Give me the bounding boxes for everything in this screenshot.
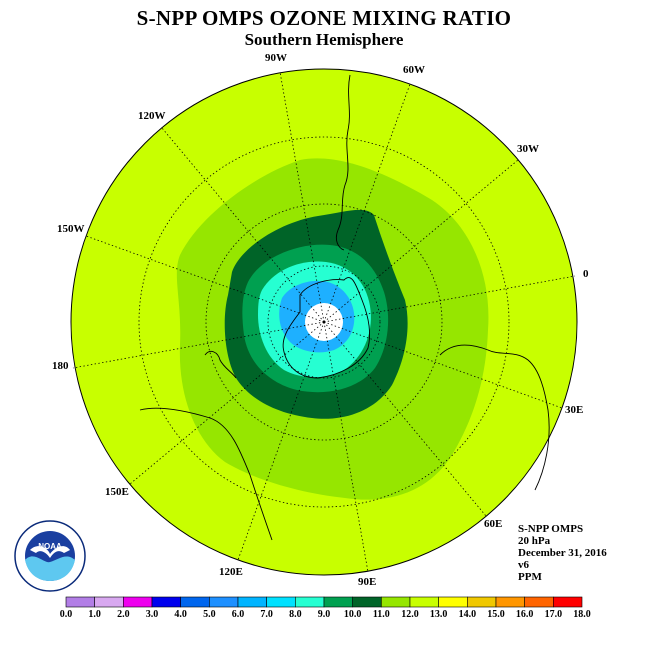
colorbar-segment <box>295 596 325 608</box>
lon-label-0: 0 <box>583 268 589 280</box>
colorbar-segment <box>123 596 153 608</box>
colorbar-segment <box>65 596 95 608</box>
colorbar-segment <box>209 596 239 608</box>
meridian-120w <box>161 127 325 323</box>
lon-label-180: 180 <box>52 360 69 372</box>
map-subtitle: Southern Hemisphere <box>244 30 404 49</box>
colorbar-segment <box>524 596 554 608</box>
colorbar-segment <box>180 596 210 608</box>
lon-label-60w: 60W <box>403 64 425 76</box>
graticule <box>72 71 576 573</box>
colorbar-segment <box>467 596 497 608</box>
lon-label-30e: 30E <box>565 404 584 416</box>
info-version: v6 <box>518 559 529 571</box>
latitude-circle-middle <box>205 203 443 441</box>
colorbar-segment <box>381 596 411 608</box>
noaa-logo: NOAA <box>14 520 86 592</box>
info-date: December 31, 2016 <box>518 547 607 559</box>
africa-coastline <box>439 344 550 491</box>
colorbar-tick-label: 18.0 <box>573 609 591 620</box>
newzealand-coastline <box>204 350 237 379</box>
colorbar-tick-label: 1.0 <box>88 609 101 620</box>
colorbar-tick-label: 4.0 <box>174 609 187 620</box>
colorbar-tick-label: 16.0 <box>515 609 534 620</box>
lon-label-30w: 30W <box>517 143 539 155</box>
meridian-30e <box>323 321 563 409</box>
info-instrument: S-NPP OMPS <box>518 523 584 535</box>
lon-label-120w: 120W <box>138 110 166 122</box>
colorbar-tick-label: 5.0 <box>203 609 216 620</box>
meridian-150w <box>85 235 325 323</box>
lon-label-60e: 60E <box>484 518 503 530</box>
info-pressure: 20 hPa <box>518 535 551 547</box>
colorbar-tick-label: 17.0 <box>544 609 563 620</box>
colorbar-segment <box>94 596 124 608</box>
lon-label-90e: 90E <box>358 576 377 588</box>
lon-label-90w: 90W <box>265 52 287 64</box>
map-boundary <box>70 68 578 576</box>
latitude-circle-outer <box>138 136 510 508</box>
south-america-coastline <box>335 74 351 251</box>
colorbar-segment <box>438 596 468 608</box>
logo-text: NOAA <box>38 542 62 551</box>
meridian-120e <box>237 321 325 561</box>
latitude-circle-inner <box>267 265 381 379</box>
coastlines <box>139 74 550 541</box>
map-title: S-NPP OMPS OZONE MIXING RATIO <box>136 6 512 30</box>
lon-label-150e: 150E <box>105 486 129 498</box>
meridian-60e <box>323 321 487 517</box>
meridian-60w <box>323 83 411 323</box>
colorbar-tick-label: 10.0 <box>343 609 362 620</box>
meridian-180 <box>72 321 325 369</box>
lon-label-150w: 150W <box>57 223 85 235</box>
lon-label-120e: 120E <box>219 566 243 578</box>
colorbar-segment <box>352 596 382 608</box>
meridian-0 <box>323 275 576 323</box>
colorbar-tick-label: 8.0 <box>289 609 302 620</box>
colorbar-tick-label: 7.0 <box>260 609 273 620</box>
colorbar-segment <box>237 596 267 608</box>
colorbar-tick-label: 9.0 <box>317 609 331 620</box>
australia-coastline <box>139 407 273 541</box>
info-units: PPM <box>518 571 542 583</box>
meridian-90e <box>323 321 369 573</box>
meridian-30w <box>323 159 519 323</box>
colorbar-tick-label: 14.0 <box>458 609 477 620</box>
colorbar-segment <box>553 596 583 608</box>
colorbar-tick-label: 0.0 <box>59 609 73 620</box>
colorbar-tick-label: 2.0 <box>117 609 130 620</box>
colorbar-segment <box>495 596 525 608</box>
colorbar-tick-label: 13.0 <box>429 609 448 620</box>
meridian-150e <box>129 321 325 485</box>
colorbar-segment <box>266 596 296 608</box>
antarctica-coastline <box>282 277 371 379</box>
colorbar-segment <box>409 596 439 608</box>
colorbar-tick-label: 11.0 <box>372 609 390 620</box>
colorbar-tick-label: 12.0 <box>401 609 419 620</box>
info-block: S-NPP OMPS 20 hPa December 31, 2016 v6 P… <box>518 523 607 583</box>
colorbar-tick-label: 15.0 <box>487 609 505 620</box>
meridian-90w <box>279 71 325 323</box>
colorbar-segment <box>151 596 181 608</box>
colorbar-tick-label: 3.0 <box>145 609 159 620</box>
colorbar-tick-label: 6.0 <box>231 609 245 620</box>
colorbar-segment <box>323 596 353 608</box>
